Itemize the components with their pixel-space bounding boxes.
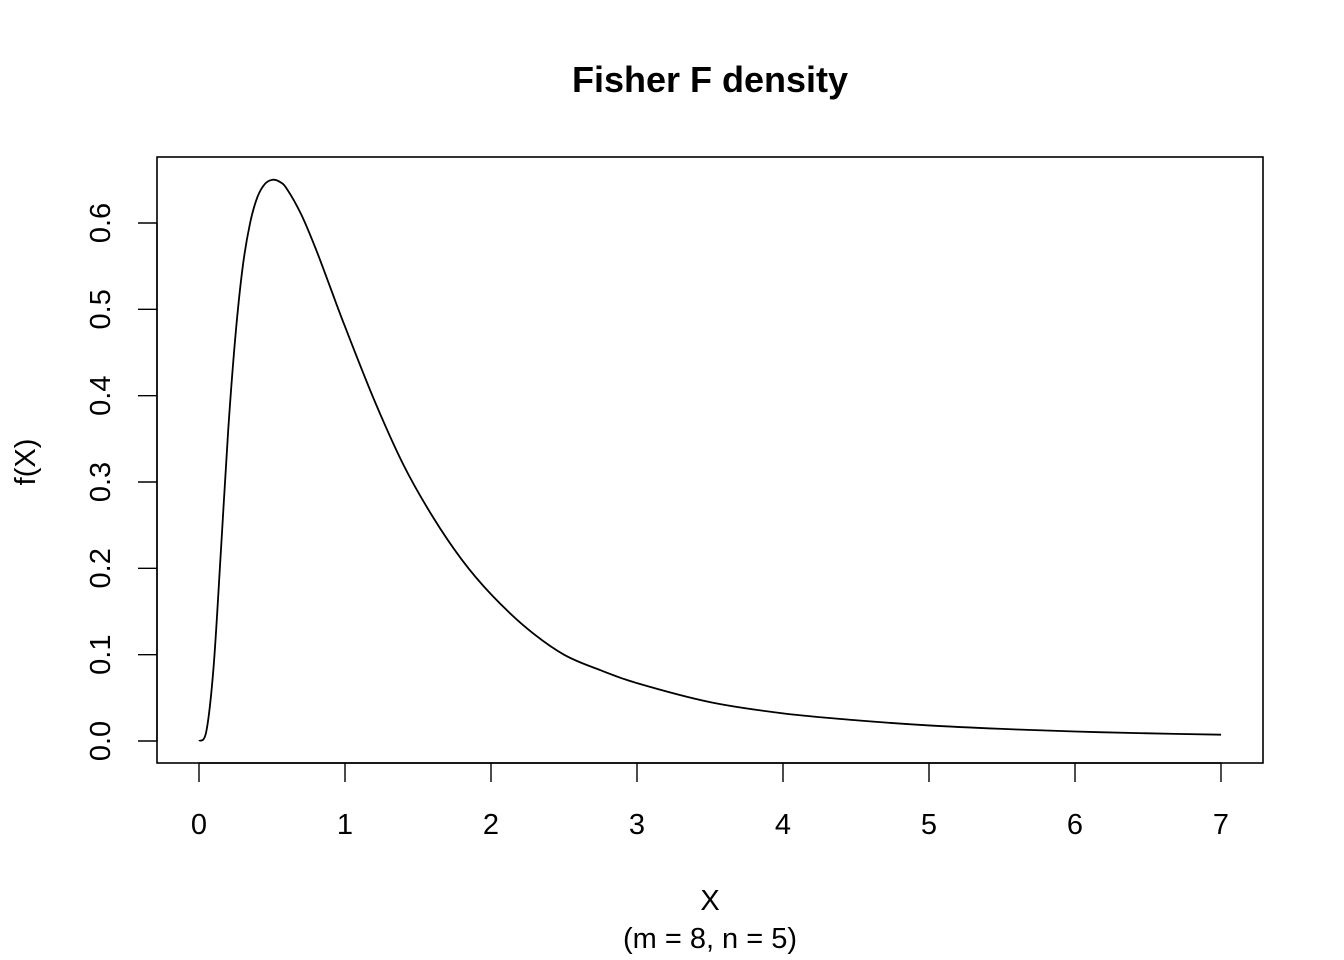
x-tick-label: 3 (629, 809, 645, 841)
y-tick-label: 0.0 (85, 721, 117, 761)
chart-title: Fisher F density (572, 59, 848, 100)
x-axis-label: X (700, 885, 719, 917)
x-tick-label: 5 (921, 809, 937, 841)
x-tick-label: 4 (775, 809, 791, 841)
series-line-density (198, 178, 1222, 742)
x-tick-label: 7 (1213, 809, 1229, 841)
plot-frame (156, 156, 1264, 764)
x-axis: 0 1 2 3 4 5 6 7 (191, 762, 1229, 841)
y-tick-label: 0.4 (85, 376, 117, 416)
y-tick-label: 0.5 (85, 289, 117, 329)
y-tick-label: 0.1 (85, 635, 117, 675)
y-tick-label: 0.2 (85, 548, 117, 588)
x-tick-label: 2 (483, 809, 499, 841)
y-axis-label: f(X) (10, 439, 42, 486)
x-axis-subtitle: (m = 8, n = 5) (623, 923, 797, 955)
x-tick-label: 1 (337, 809, 353, 841)
y-axis: 0.0 0.1 0.2 0.3 0.4 0.5 0.6 (85, 203, 158, 761)
y-tick-label: 0.6 (85, 203, 117, 243)
y-tick-label: 0.3 (85, 462, 117, 502)
x-tick-label: 6 (1067, 809, 1083, 841)
x-tick-label: 0 (191, 809, 207, 841)
